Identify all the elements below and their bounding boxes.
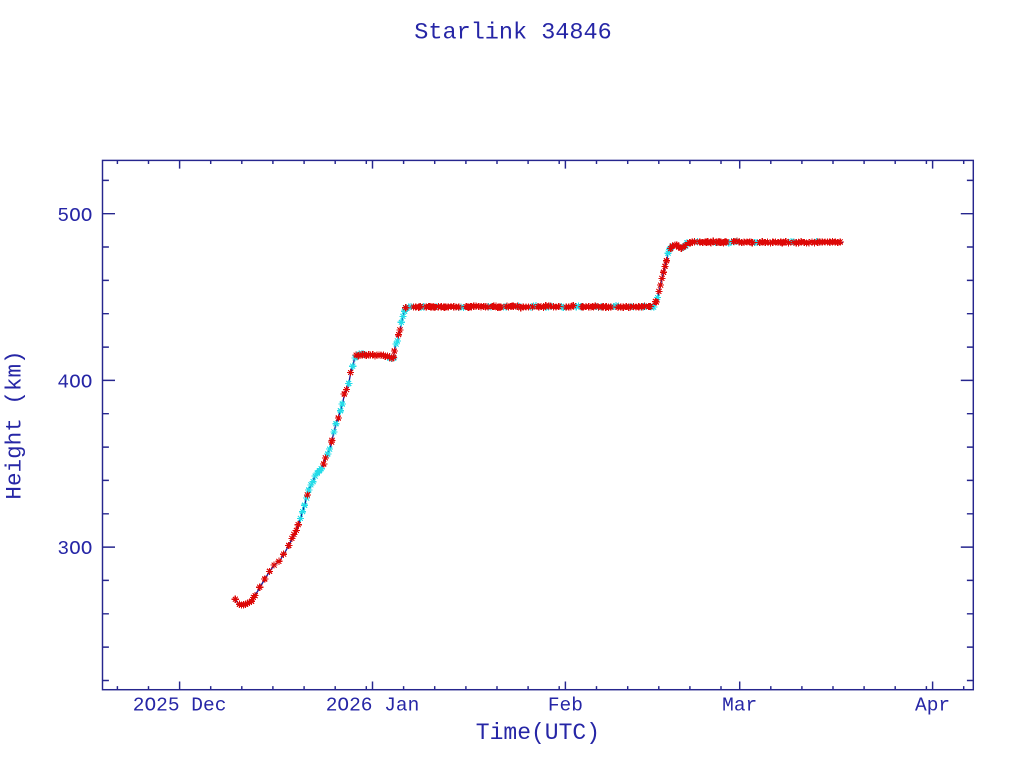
svg-text:2O26 Jan: 2O26 Jan bbox=[326, 695, 420, 717]
svg-text:4OO: 4OO bbox=[57, 371, 92, 393]
svg-text:Apr: Apr bbox=[915, 695, 950, 717]
svg-text:5OO: 5OO bbox=[57, 205, 92, 227]
svg-text:2O25 Dec: 2O25 Dec bbox=[133, 695, 227, 717]
svg-text:3OO: 3OO bbox=[57, 538, 92, 560]
svg-text:Height (km): Height (km) bbox=[1, 350, 27, 499]
svg-text:Time(UTC): Time(UTC) bbox=[476, 720, 600, 746]
svg-text:Mar: Mar bbox=[722, 695, 757, 717]
svg-text:Starlink 34846: Starlink 34846 bbox=[414, 20, 611, 47]
svg-text:Feb: Feb bbox=[548, 695, 583, 717]
